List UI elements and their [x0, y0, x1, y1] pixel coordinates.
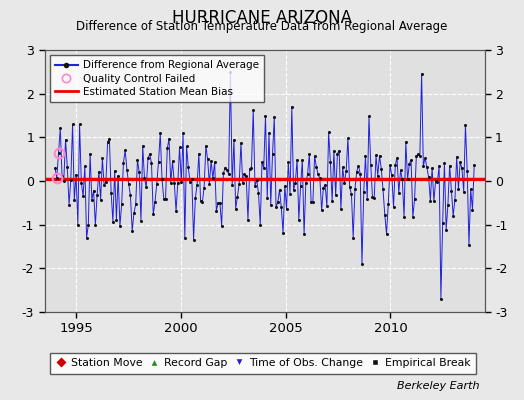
- Text: HURRICANE ARIZONA: HURRICANE ARIZONA: [172, 9, 352, 27]
- Legend: Station Move, Record Gap, Time of Obs. Change, Empirical Break: Station Move, Record Gap, Time of Obs. C…: [50, 353, 476, 374]
- Text: Berkeley Earth: Berkeley Earth: [397, 381, 479, 391]
- Text: Difference of Station Temperature Data from Regional Average: Difference of Station Temperature Data f…: [77, 20, 447, 33]
